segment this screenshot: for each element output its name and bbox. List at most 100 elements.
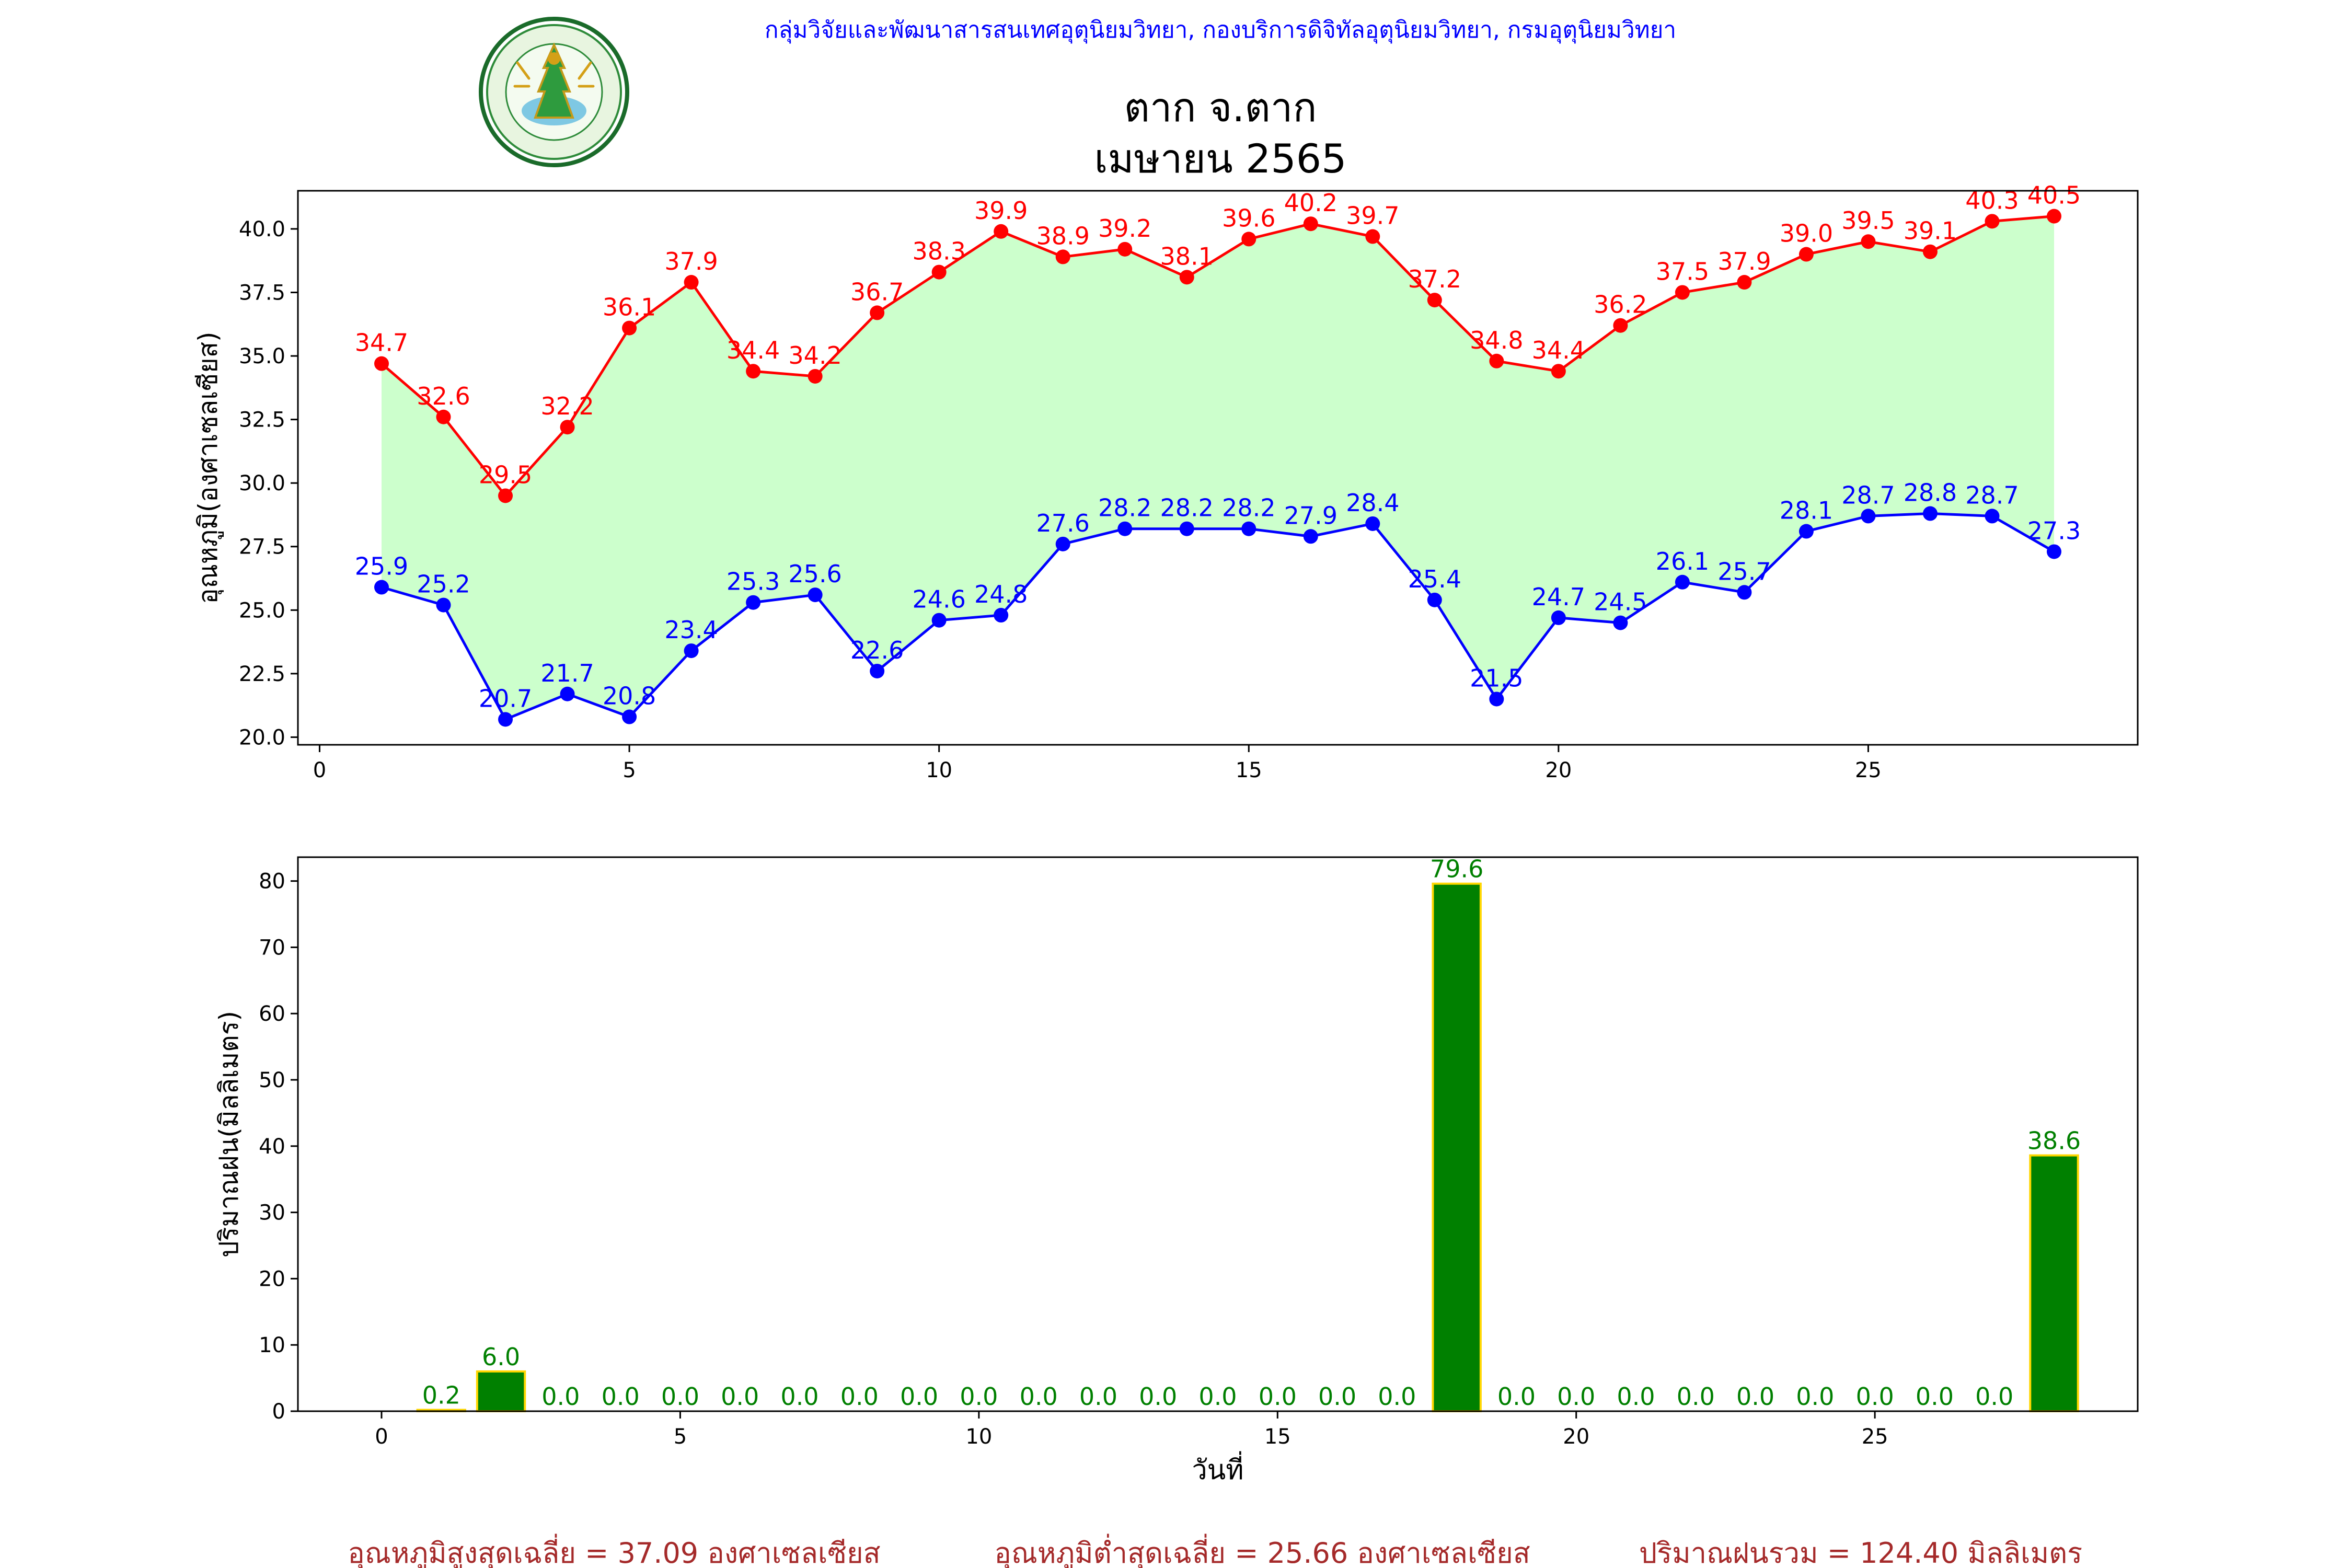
min-temperature-label: 20.8 [603, 682, 656, 710]
rainfall-y-tick-label: 0 [272, 1400, 285, 1424]
max-temperature-point [374, 356, 389, 371]
max-temperature-point [1179, 270, 1194, 285]
min-temperature-label: 25.7 [1717, 557, 1771, 585]
temperature-y-tick-label: 30.0 [239, 471, 285, 495]
min-temperature-point [1737, 585, 1752, 600]
rainfall-value-label: 0.0 [840, 1382, 879, 1411]
max-temperature-point [1489, 353, 1504, 368]
min-temperature-label: 23.4 [664, 616, 718, 644]
max-temperature-label: 38.9 [1036, 222, 1089, 250]
max-temperature-point [1551, 364, 1566, 379]
min-temperature-label: 21.5 [1470, 664, 1523, 692]
rainfall-value-label: 0.0 [1079, 1382, 1117, 1411]
temperature-x-tick-label: 0 [313, 758, 326, 782]
min-temperature-point [808, 587, 823, 603]
max-temperature-label: 36.2 [1594, 291, 1647, 319]
rainfall-y-axis-label: ปริมาณฝน(มิลลิเมตร) [214, 1011, 244, 1258]
max-temperature-point [808, 368, 823, 384]
department-line: กลุ่มวิจัยและพัฒนาสารสนเทศอุตุนิยมวิทยา,… [765, 17, 1676, 44]
rainfall-value-label: 0.0 [1318, 1382, 1356, 1411]
min-temperature-point [1241, 521, 1256, 536]
min-temperature-label: 28.2 [1222, 494, 1275, 522]
rainfall-x-tick-label: 0 [375, 1425, 388, 1449]
min-temperature-point [1675, 574, 1690, 590]
max-temperature-point [1117, 241, 1133, 257]
rainfall-value-label: 0.2 [422, 1381, 460, 1409]
min-temperature-label: 28.2 [1098, 494, 1151, 522]
min-temperature-label: 27.9 [1284, 501, 1338, 529]
footer-average-min: อุณหภูมิต่ำสุดเฉลี่ย = 25.66 องศาเซลเซีย… [994, 1534, 1530, 1568]
rainfall-y-tick-label: 60 [259, 1002, 285, 1026]
min-temperature-point [1798, 524, 1814, 539]
rainfall-y-tick-label: 30 [259, 1201, 285, 1225]
max-temperature-label: 39.7 [1346, 202, 1399, 230]
max-temperature-label: 32.6 [417, 382, 470, 410]
min-temperature-point [374, 580, 389, 595]
max-temperature-point [870, 305, 885, 320]
max-temperature-label: 34.7 [355, 329, 408, 357]
min-temperature-point [436, 597, 451, 613]
rainfall-value-label: 0.0 [602, 1382, 640, 1411]
temperature-y-tick-label: 40.0 [239, 217, 285, 241]
max-temperature-label: 37.9 [664, 247, 718, 275]
min-temperature-label: 28.1 [1780, 497, 1833, 525]
rainfall-value-label: 38.6 [2027, 1127, 2081, 1155]
footer-average-max: อุณหภูมิสูงสุดเฉลี่ย = 37.09 องศาเซลเซีย… [348, 1534, 880, 1568]
min-temperature-label: 25.2 [417, 570, 470, 598]
rainfall-value-label: 0.0 [1497, 1382, 1536, 1411]
max-temperature-point [684, 275, 699, 290]
rainfall-x-tick-label: 20 [1563, 1425, 1589, 1449]
temperature-y-axis-label: อุณหภูมิ(องศาเซลเซียส) [193, 331, 224, 604]
temperature-x-tick-label: 10 [926, 758, 952, 782]
max-temperature-point [1737, 275, 1752, 290]
rainfall-value-label: 0.0 [1796, 1382, 1834, 1411]
rainfall-value-label: 0.0 [1975, 1382, 2013, 1411]
max-temperature-label: 39.0 [1780, 220, 1833, 248]
max-temperature-point [1365, 229, 1380, 244]
max-temperature-label: 38.1 [1160, 242, 1214, 270]
rainfall-value-label: 0.0 [1020, 1382, 1058, 1411]
rainfall-value-label: 79.6 [1430, 855, 1483, 883]
rainfall-value-label: 0.0 [960, 1382, 998, 1411]
min-temperature-label: 25.3 [727, 568, 780, 596]
rainfall-value-label: 0.0 [900, 1382, 938, 1411]
max-temperature-label: 37.9 [1717, 247, 1771, 275]
rainfall-x-tick-label: 10 [965, 1425, 992, 1449]
max-temperature-point [1798, 247, 1814, 262]
max-temperature-label: 32.2 [540, 392, 594, 420]
rainfall-value-label: 0.0 [1617, 1382, 1655, 1411]
max-temperature-point [1613, 318, 1628, 333]
min-temperature-point [684, 643, 699, 659]
min-temperature-label: 21.7 [540, 659, 594, 687]
temperature-x-tick-label: 5 [622, 758, 636, 782]
min-temperature-label: 25.4 [1408, 565, 1461, 593]
rainfall-x-axis-label: วันที่ [1192, 1451, 1243, 1486]
max-temperature-point [498, 488, 513, 503]
min-temperature-point [560, 686, 575, 701]
min-temperature-point [1117, 521, 1133, 536]
temperature-x-tick-label: 25 [1855, 758, 1882, 782]
min-temperature-label: 28.7 [1965, 481, 2019, 509]
rainfall-bar [2029, 1154, 2079, 1413]
temperature-y-tick-label: 22.5 [239, 662, 285, 686]
max-temperature-point [1861, 234, 1876, 249]
max-temperature-label: 34.4 [727, 336, 780, 364]
temperature-y-tick-label: 25.0 [239, 598, 285, 622]
min-temperature-line [381, 512, 2055, 721]
deity-emblem-icon [513, 42, 595, 125]
max-temperature-label: 29.5 [479, 460, 532, 489]
temperature-chart: 34.7 32.6 29.5 32.2 36.1 37.9 34.4 34.2 36.7 38.3… [193, 181, 2139, 782]
max-temperature-label: 38.3 [912, 237, 965, 266]
min-temperature-label: 28.8 [1904, 479, 1957, 507]
min-temperature-label: 25.9 [355, 552, 408, 581]
rainfall-y-tick-label: 70 [259, 936, 285, 960]
rainfall-value-label: 0.0 [1198, 1382, 1237, 1411]
min-temperature-point [1489, 691, 1504, 707]
min-temperature-label: 27.6 [1036, 509, 1089, 537]
max-temperature-label: 36.7 [850, 278, 904, 306]
max-temperature-point [1303, 216, 1318, 232]
rainfall-x-tick-label: 5 [674, 1425, 687, 1449]
rainfall-chart: 0.2 6.0 0.0 0.0 0.0 0.0 0.0 0.0 0.0 0.0 0.0 0.0 0.0 0… [214, 855, 2139, 1486]
max-temperature-point [2047, 209, 2061, 224]
rainfall-x-tick-label: 25 [1862, 1425, 1888, 1449]
